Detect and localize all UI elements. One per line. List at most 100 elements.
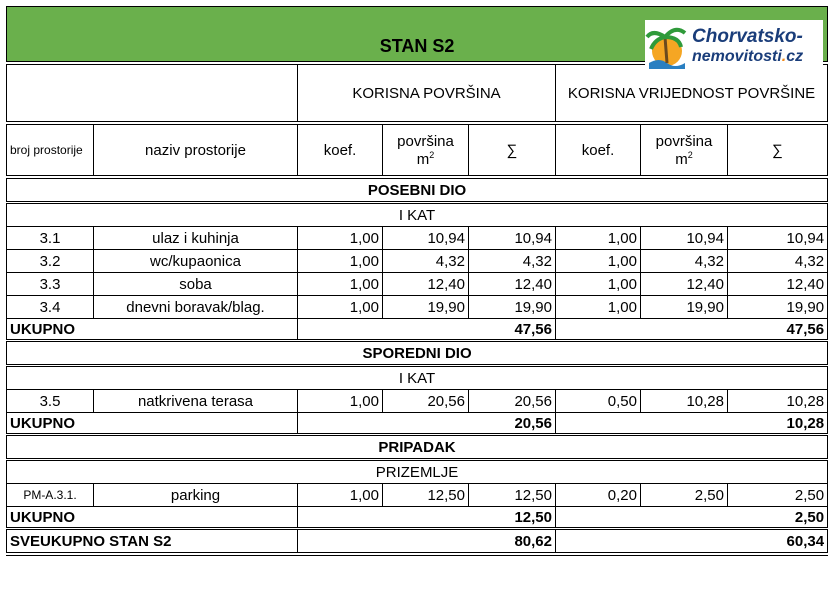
room-name: wc/kupaonica — [93, 249, 298, 273]
section-header-row: POSEBNI DIO — [5, 176, 829, 203]
total-label: UKUPNO — [6, 506, 298, 530]
cell-k1: 1,00 — [297, 272, 383, 296]
cell-s1: 20,56 — [468, 389, 556, 413]
total-vrijednost: 47,56 — [554, 318, 829, 342]
table-row: 3.4 dnevni boravak/blag. 1,00 19,90 19,90 1,0… — [6, 295, 829, 319]
cell-p2: 4,32 — [640, 249, 728, 273]
cell-k2: 1,00 — [555, 226, 641, 250]
grand-total-row: SVEUKUPNO STAN S2 80,62 60,34 — [6, 528, 829, 556]
total-korisna: 20,56 — [297, 412, 556, 436]
grand-total-korisna: 80,62 — [297, 528, 556, 556]
floor-label: I KAT — [5, 364, 829, 390]
grand-total-vrijednost: 60,34 — [554, 528, 829, 556]
unit-label: m2 — [675, 149, 693, 168]
cell-p2: 10,28 — [640, 389, 728, 413]
cell-s2: 2,50 — [726, 483, 829, 507]
cell-s2: 4,32 — [726, 249, 829, 273]
unit-label: m2 — [416, 149, 435, 168]
room-name: natkrivena terasa — [93, 389, 298, 413]
cell-s1: 12,40 — [468, 272, 556, 296]
cell-k1: 1,00 — [297, 483, 383, 507]
cell-p1: 19,90 — [382, 295, 469, 319]
section-title: PRIPADAK — [5, 434, 829, 460]
cell-s2: 12,40 — [726, 272, 829, 296]
room-number: 3.1 — [6, 226, 94, 250]
total-row: UKUPNO 20,56 10,28 — [6, 412, 829, 436]
cell-p1: 12,50 — [382, 483, 469, 507]
group-header-korisna-povrsina: KORISNA POVRŠINA — [297, 62, 556, 125]
room-number: 3.3 — [6, 272, 94, 296]
cell-s2: 19,90 — [726, 295, 829, 319]
area-table-container: STAN S2 KORISNA POVRŠINA KORISNA VRIJEDN… — [5, 6, 829, 556]
col-header-povrsina-2: površina m2 — [640, 122, 728, 179]
cell-p1: 10,94 — [382, 226, 469, 250]
room-number: 3.5 — [6, 389, 94, 413]
cell-k1: 1,00 — [297, 389, 383, 413]
section-header-row: PRIPADAK — [5, 434, 829, 460]
room-name: ulaz i kuhinja — [93, 226, 298, 250]
cell-s1: 4,32 — [468, 249, 556, 273]
cell-s1: 10,94 — [468, 226, 556, 250]
cell-p2: 2,50 — [640, 483, 728, 507]
total-label: UKUPNO — [6, 318, 298, 342]
floor-label: I KAT — [5, 201, 829, 227]
col-header-koef-2: koef. — [555, 122, 641, 179]
total-korisna: 12,50 — [297, 506, 556, 530]
room-name: soba — [93, 272, 298, 296]
total-vrijednost: 10,28 — [554, 412, 829, 436]
palm-sun-logo-icon — [645, 27, 687, 69]
section-header-row: SPOREDNI DIO — [5, 340, 829, 366]
col-header-povrsina: površina m2 — [382, 122, 469, 179]
col-header-sum: ∑ — [468, 122, 556, 179]
cell-p1: 20,56 — [382, 389, 469, 413]
room-number: PM-A.3.1. — [6, 483, 94, 507]
floor-row: I KAT — [5, 201, 829, 227]
total-vrijednost: 2,50 — [554, 506, 829, 530]
col-header-naziv: naziv prostorije — [93, 122, 298, 179]
col-header-broj: broj prostorije — [6, 122, 94, 179]
col-header-koef: koef. — [297, 122, 383, 179]
col-header-sum-2: ∑ — [726, 122, 829, 179]
cell-k2: 0,20 — [555, 483, 641, 507]
section-title: POSEBNI DIO — [5, 176, 829, 203]
cell-s1: 12,50 — [468, 483, 556, 507]
cell-p1: 12,40 — [382, 272, 469, 296]
cell-p2: 10,94 — [640, 226, 728, 250]
table-row: 3.3 soba 1,00 12,40 12,40 1,00 12,40 12,40 — [6, 272, 829, 296]
povrsina-label: površina — [397, 132, 454, 150]
povrsina-label: površina — [655, 132, 713, 150]
floor-label: PRIZEMLJE — [5, 458, 829, 484]
cell-k1: 1,00 — [297, 249, 383, 273]
cell-p1: 4,32 — [382, 249, 469, 273]
total-row: UKUPNO 47,56 47,56 — [6, 318, 829, 342]
logo-text: Chorvatsko- nemovitosti.cz — [692, 26, 804, 66]
room-name: dnevni boravak/blag. — [93, 295, 298, 319]
logo: Chorvatsko- nemovitosti.cz — [645, 20, 823, 74]
header-blank — [6, 62, 298, 125]
room-name: parking — [93, 483, 298, 507]
table-row: PM-A.3.1. parking 1,00 12,50 12,50 0,20 2,50 2,… — [6, 483, 829, 507]
cell-s1: 19,90 — [468, 295, 556, 319]
cell-k1: 1,00 — [297, 295, 383, 319]
total-label: UKUPNO — [6, 412, 298, 436]
total-korisna: 47,56 — [297, 318, 556, 342]
cell-p2: 19,90 — [640, 295, 728, 319]
cell-s2: 10,94 — [726, 226, 829, 250]
cell-k2: 1,00 — [555, 272, 641, 296]
floor-row: PRIZEMLJE — [5, 458, 829, 484]
grand-total-label: SVEUKUPNO STAN S2 — [6, 528, 298, 556]
cell-s2: 10,28 — [726, 389, 829, 413]
cell-k2: 1,00 — [555, 295, 641, 319]
total-row: UKUPNO 12,50 2,50 — [6, 506, 829, 530]
table-row: 3.2 wc/kupaonica 1,00 4,32 4,32 1,00 4,32 4,32 — [6, 249, 829, 273]
room-number: 3.4 — [6, 295, 94, 319]
section-title: SPOREDNI DIO — [5, 340, 829, 366]
cell-k1: 1,00 — [297, 226, 383, 250]
cell-p2: 12,40 — [640, 272, 728, 296]
area-table: STAN S2 KORISNA POVRŠINA KORISNA VRIJEDN… — [5, 6, 829, 556]
cell-k2: 1,00 — [555, 249, 641, 273]
table-row: 3.5 natkrivena terasa 1,00 20,56 20,56 0,50 10… — [6, 389, 829, 413]
room-number: 3.2 — [6, 249, 94, 273]
table-row: 3.1 ulaz i kuhinja 1,00 10,94 10,94 1,00 10,94… — [6, 226, 829, 250]
cell-k2: 0,50 — [555, 389, 641, 413]
